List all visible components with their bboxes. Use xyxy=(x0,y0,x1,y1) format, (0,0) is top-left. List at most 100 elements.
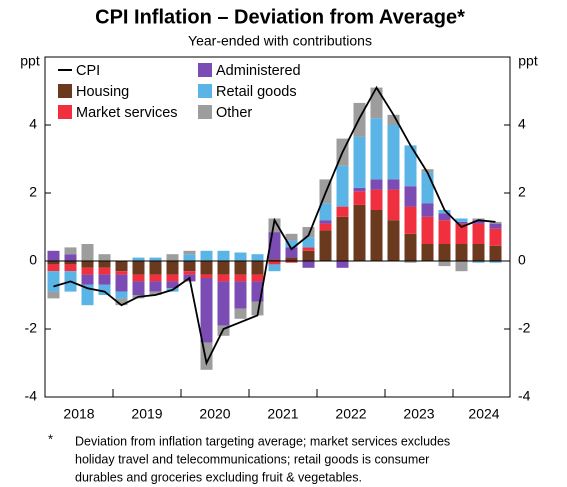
y-axis-label: ppt xyxy=(20,53,40,69)
bar-segment xyxy=(98,284,111,295)
bar-segment xyxy=(353,136,366,188)
bar-segment xyxy=(98,274,111,285)
bar-segment xyxy=(251,274,264,282)
bar-segment xyxy=(472,220,485,224)
bar-segment xyxy=(421,172,434,204)
x-tick-label: 2023 xyxy=(403,406,434,422)
bar-segment xyxy=(81,284,94,306)
bar-segment xyxy=(200,250,213,261)
bar-segment xyxy=(319,223,332,231)
bar-segment xyxy=(472,223,485,244)
bar-segment xyxy=(438,220,451,244)
bar-segment xyxy=(81,244,94,261)
bar-segment xyxy=(285,240,298,248)
footnote-marker: * xyxy=(48,431,53,446)
bar-segment xyxy=(489,221,502,224)
bar-segment xyxy=(64,264,77,272)
bar-segment xyxy=(166,281,179,289)
x-tick-label: 2021 xyxy=(267,406,298,422)
legend-label: CPI xyxy=(76,63,100,79)
bar-segment xyxy=(64,247,77,255)
bar-segment xyxy=(98,254,111,261)
bar-segment xyxy=(319,203,332,221)
bar-segment xyxy=(200,274,213,278)
bar-segment xyxy=(132,257,145,261)
bar-segment xyxy=(183,250,196,255)
bar-segment xyxy=(234,274,247,282)
bar-segment xyxy=(353,191,366,205)
bar-segment xyxy=(47,261,60,265)
bar-segment xyxy=(115,291,128,299)
bar-segment xyxy=(217,274,230,282)
bar-segment xyxy=(421,216,434,244)
bar-segment xyxy=(387,114,400,125)
bar-segment xyxy=(404,186,417,207)
bar-segment xyxy=(336,216,349,261)
bar-segment xyxy=(489,228,502,246)
bar-segment xyxy=(64,254,77,261)
chart-subtitle: Year-ended with contributions xyxy=(188,33,372,49)
bar-segment xyxy=(472,261,485,263)
legend-label: Market services xyxy=(76,105,178,121)
bar-segment xyxy=(81,274,94,285)
bar-segment xyxy=(285,247,298,258)
x-tick-label: 2024 xyxy=(468,406,499,422)
bar-segment xyxy=(251,261,264,275)
y-tick-label: 2 xyxy=(29,184,37,200)
bar-segment xyxy=(319,230,332,261)
bar-segment xyxy=(387,220,400,261)
bar-segment xyxy=(98,261,111,268)
bar-segment xyxy=(149,291,162,295)
bar-segment xyxy=(489,261,502,263)
bar-segment xyxy=(115,274,128,292)
bar-segment xyxy=(115,261,128,272)
bar-segment xyxy=(455,261,468,272)
bar-segment xyxy=(489,223,502,229)
bar-segment xyxy=(166,261,179,275)
bar-segment xyxy=(370,87,383,119)
x-tick-label: 2020 xyxy=(199,406,230,422)
bar-segment xyxy=(81,261,94,268)
bar-segment xyxy=(302,247,315,251)
bar-segment xyxy=(438,210,451,214)
bar-segment xyxy=(387,125,400,180)
legend-swatch xyxy=(58,105,72,119)
y2-axis-label: ppt xyxy=(518,53,538,69)
plot-area xyxy=(45,85,510,370)
bar-segment xyxy=(455,221,468,224)
y-tick-label: -2 xyxy=(25,320,38,336)
bar-segment xyxy=(455,244,468,261)
bar-segment xyxy=(285,261,298,263)
bar-segment xyxy=(268,261,281,265)
bar-segment xyxy=(217,261,230,275)
bar-segment xyxy=(115,271,128,275)
bar-segment xyxy=(421,203,434,217)
legend-label: Administered xyxy=(216,63,301,79)
x-tick-label: 2022 xyxy=(335,406,366,422)
bar-segment xyxy=(47,271,60,292)
bar-segment xyxy=(421,169,434,173)
bar-segment xyxy=(47,264,60,272)
bar-segment xyxy=(285,233,298,241)
bar-segment xyxy=(438,244,451,261)
bar-segment xyxy=(234,252,247,261)
x-tick-label: 2018 xyxy=(63,406,94,422)
bar-segment xyxy=(64,261,77,265)
bar-segment xyxy=(421,244,434,261)
bar-segment xyxy=(455,218,468,222)
footnote-line: holiday travel and telecommunications; r… xyxy=(75,452,429,466)
bar-segment xyxy=(234,308,247,319)
bar-segment xyxy=(47,250,60,261)
cpi-line xyxy=(53,85,496,366)
y-tick-label: 4 xyxy=(29,116,37,132)
legend-swatch xyxy=(58,84,72,98)
bar-segment xyxy=(217,281,230,326)
bar-segment xyxy=(98,267,111,275)
bar-segment xyxy=(285,257,298,261)
legend-swatch xyxy=(198,84,212,98)
y2-tick-label: 0 xyxy=(518,252,526,268)
bar-segment xyxy=(387,179,400,190)
bar-segment xyxy=(370,118,383,180)
x-tick-label: 2019 xyxy=(131,406,162,422)
